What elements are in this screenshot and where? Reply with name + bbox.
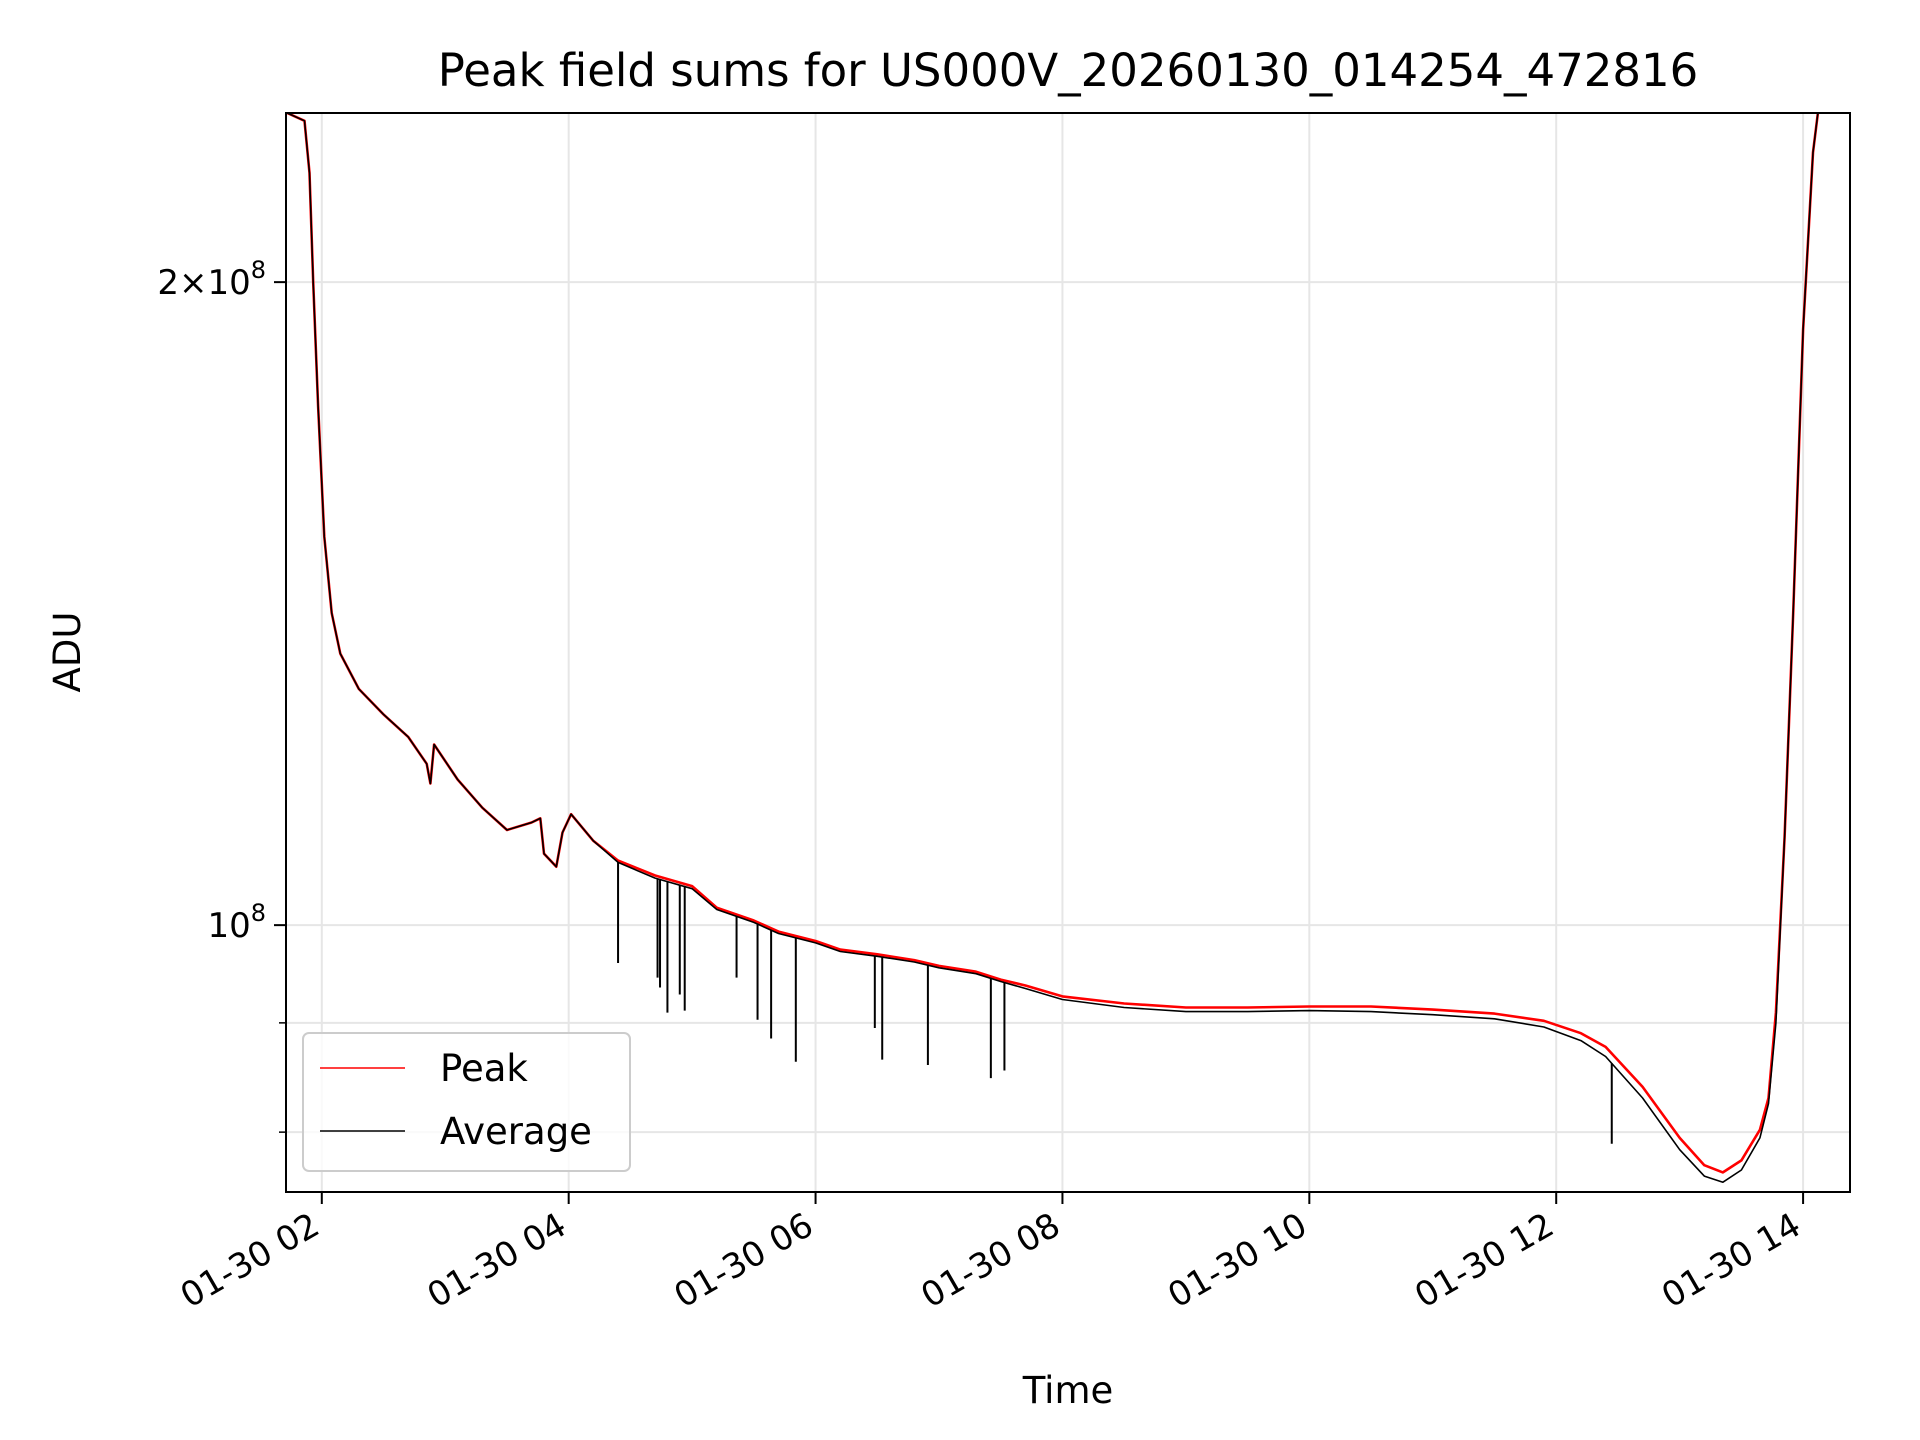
chart-title: Peak field sums for US000V_20260130_0142…	[438, 44, 1699, 97]
legend: Peak Average	[302, 1032, 631, 1172]
plot-frame	[285, 112, 1851, 1193]
x-axis-label: Time	[1022, 1369, 1114, 1412]
series-layer	[286, 113, 1820, 1183]
legend-label-average: Average	[440, 1110, 592, 1153]
legend-label-peak: Peak	[440, 1047, 528, 1090]
y-tick-label: 2×108	[157, 256, 266, 303]
y-tick-label: 108	[207, 899, 266, 946]
series-line-average	[286, 113, 1819, 1183]
y-axis-label: ADU	[46, 612, 89, 693]
grid-layer	[286, 113, 1850, 1192]
